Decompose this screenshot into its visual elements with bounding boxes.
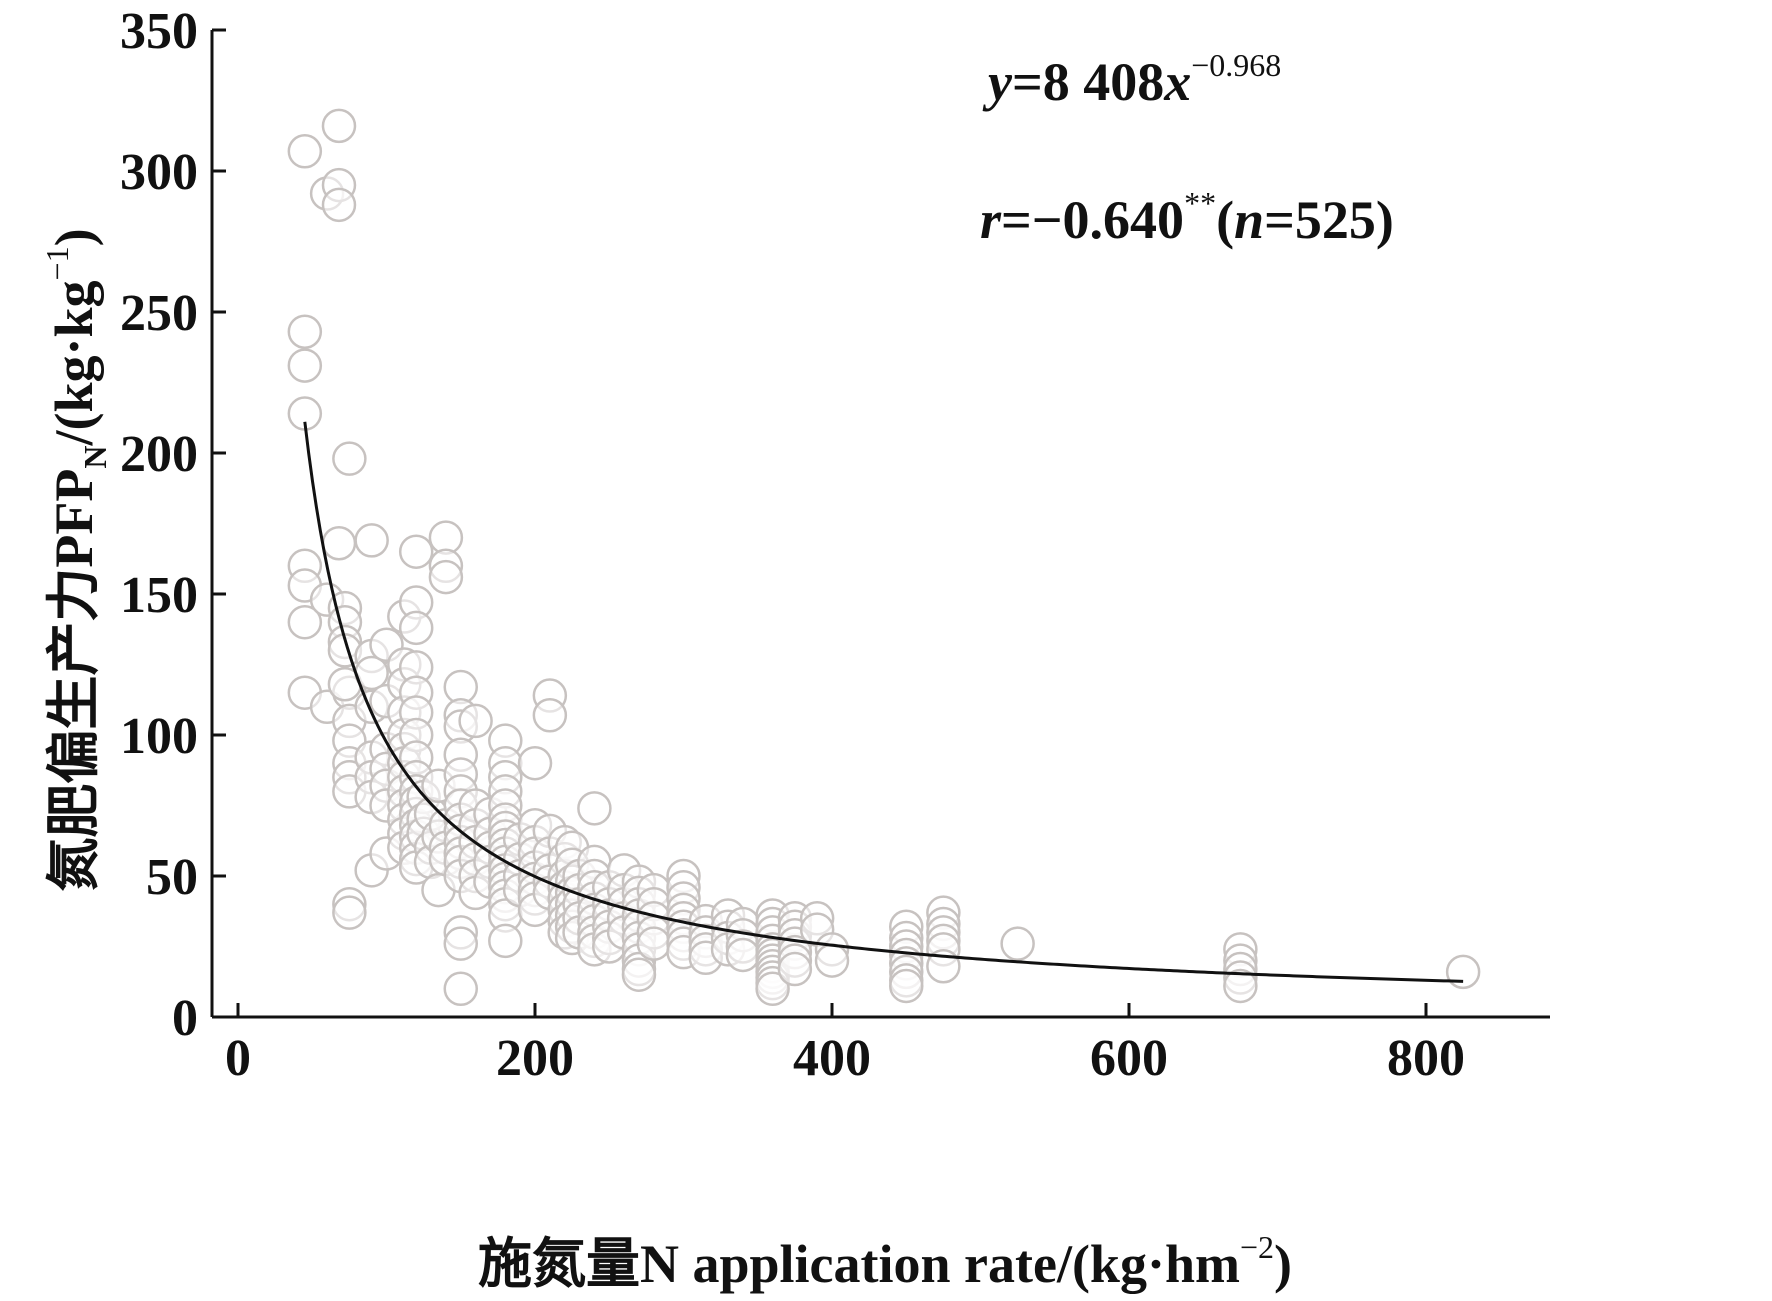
stat-significance: ** — [1184, 185, 1216, 221]
scatter-point — [577, 791, 612, 826]
x-tick-label: 200 — [496, 1030, 574, 1087]
scatter-point — [287, 604, 323, 640]
correlation-label: r=−0.640**(n=525) — [980, 185, 1394, 250]
stat-r: r — [980, 190, 1002, 250]
stat-open-paren: ( — [1216, 190, 1234, 250]
scatter-point — [621, 957, 657, 992]
y-tick-label: 200 — [120, 426, 198, 483]
scatter-point — [458, 703, 493, 739]
scatter-point — [517, 745, 553, 781]
y-axis-label-subscript: N — [77, 446, 113, 469]
y-axis-label-cn: 氮肥偏生产力 — [44, 568, 104, 892]
y-tick-label: 300 — [120, 144, 198, 201]
x-axis-label: 施氮量N application rate/(kg·hm−2) — [478, 1229, 1292, 1294]
x-axis-ticks: 0 200 400 600 800 — [225, 1003, 1465, 1087]
equation-label: y=8 408x−0.968 — [982, 47, 1281, 112]
scatter-point — [321, 108, 357, 144]
scatter-point — [814, 943, 850, 978]
scatter-point — [443, 971, 478, 1007]
scatter-point — [332, 895, 367, 930]
x-axis-label-en: N application rate/(kg·hm — [640, 1234, 1240, 1294]
equation-x: x — [1163, 52, 1191, 112]
x-axis-label-cn: 施氮量 — [478, 1234, 640, 1294]
scatter-point — [636, 926, 672, 961]
equation-coefficient: =8 408 — [1012, 52, 1164, 112]
scatter-point — [287, 348, 323, 383]
scatter-point — [287, 314, 323, 349]
y-tick-label: 250 — [120, 285, 198, 342]
scatter-point — [532, 698, 568, 733]
equation-y: y — [982, 52, 1013, 112]
stat-n: n — [1234, 190, 1264, 250]
scatter-point — [443, 926, 478, 961]
x-tick-label: 0 — [225, 1030, 251, 1087]
stat-r-value: =−0.640 — [1001, 190, 1184, 250]
scatter-point — [725, 937, 761, 973]
scatter-point — [428, 559, 464, 595]
fit-curve — [303, 421, 1464, 983]
y-tick-label: 50 — [146, 849, 198, 906]
y-axis-label-units: /(kg·kg — [44, 280, 104, 446]
scatter-point — [1445, 954, 1481, 990]
scatter-point — [398, 610, 434, 646]
scatter-point — [398, 534, 434, 569]
y-axis-ticks: 0 50 100 150 200 250 300 350 — [120, 3, 226, 1047]
scatter-point — [755, 971, 790, 1007]
scatter-point — [287, 134, 323, 169]
x-tick-label: 400 — [793, 1030, 871, 1087]
scatter-point — [1223, 968, 1258, 1004]
y-axis-label-close: ) — [44, 228, 104, 246]
y-tick-label: 0 — [172, 990, 198, 1047]
scatter-point — [777, 951, 813, 987]
y-tick-label: 350 — [120, 3, 198, 60]
y-axis-label-exponent: −1 — [39, 246, 75, 280]
scatter-point — [321, 187, 357, 223]
x-axis-label-close: ) — [1274, 1234, 1292, 1294]
y-axis-label: 氮肥偏生产力PFPN/(kg·kg−1) — [39, 228, 113, 891]
scatter-point — [321, 525, 357, 561]
y-tick-label: 100 — [120, 708, 198, 765]
x-axis-label-exponent: −2 — [1240, 1229, 1274, 1265]
x-tick-label: 600 — [1090, 1030, 1168, 1087]
scatter-point — [332, 441, 367, 476]
scatter-point — [354, 523, 389, 558]
x-tick-label: 800 — [1387, 1030, 1465, 1087]
scatter-point — [889, 968, 924, 1004]
scatter-point — [488, 923, 523, 959]
scatter-point — [1000, 926, 1035, 961]
equation-exponent: −0.968 — [1191, 47, 1281, 83]
scatter-points — [287, 108, 1481, 1007]
y-tick-label: 150 — [120, 567, 198, 624]
stat-n-value: =525) — [1264, 190, 1394, 250]
y-axis-label-pfp: PFP — [44, 469, 104, 568]
